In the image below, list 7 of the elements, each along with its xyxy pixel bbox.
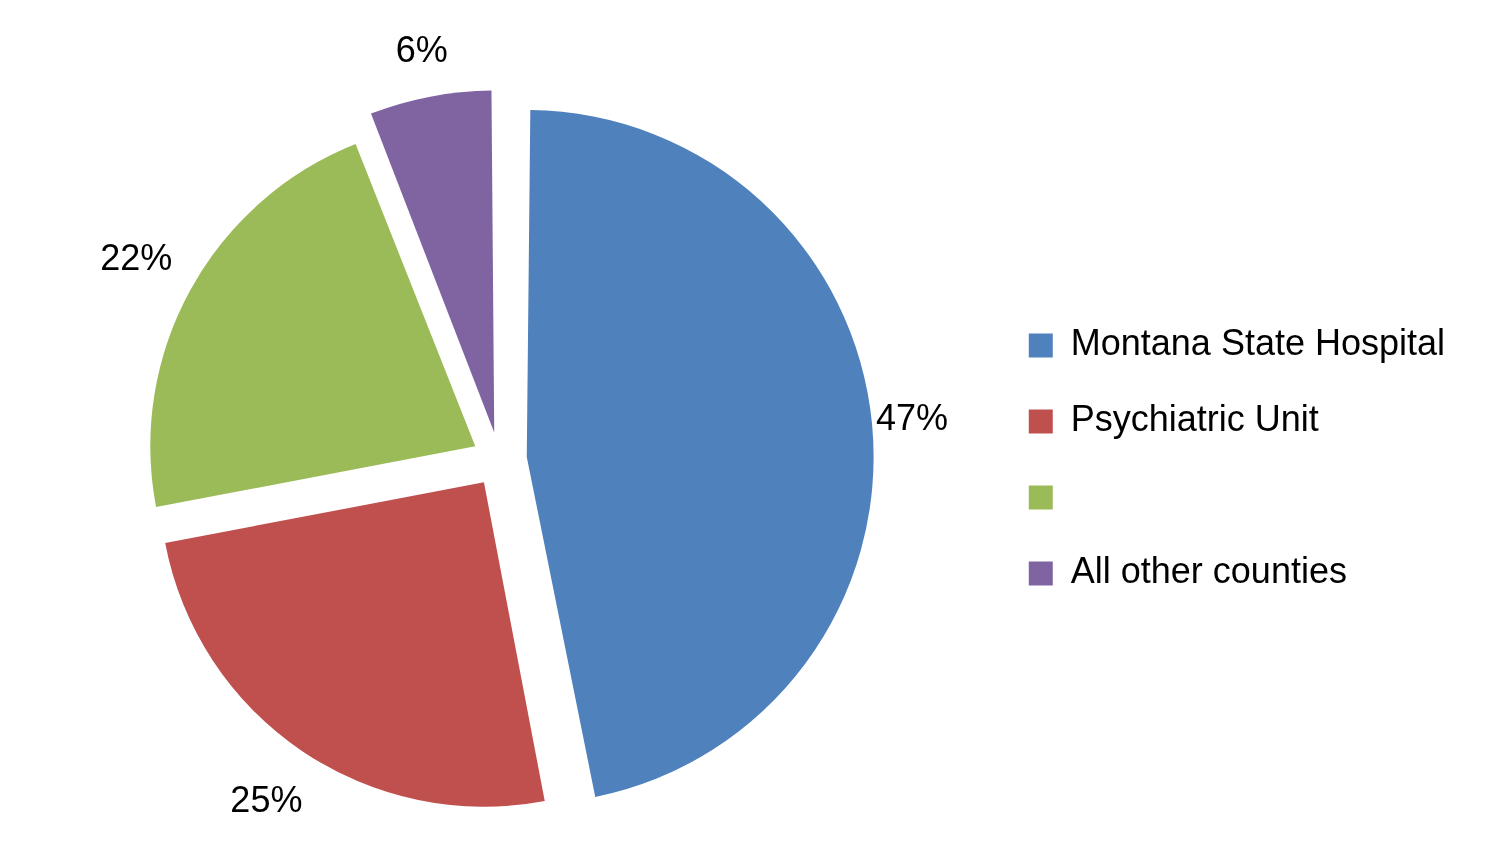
data-label: 6% [395, 29, 448, 71]
data-label: 25% [230, 779, 303, 821]
legend-label: Montana State Hospital [1070, 322, 1446, 364]
legend-label: All other counties [1070, 550, 1347, 592]
data-label: 22% [100, 236, 173, 278]
data-label: 47% [876, 397, 949, 439]
legend-label: Psychiatric Unit [1070, 398, 1319, 440]
